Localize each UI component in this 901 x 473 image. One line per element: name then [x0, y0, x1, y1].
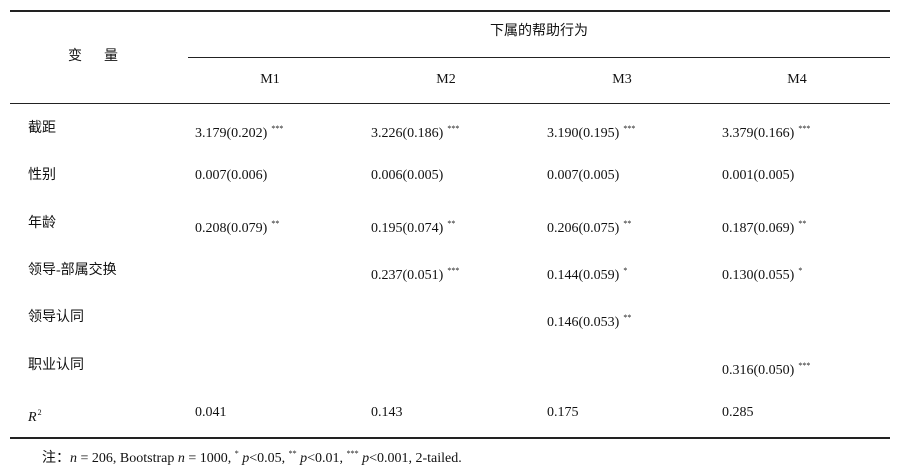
- cell: 0.143: [371, 404, 403, 422]
- cell-stars: **: [447, 218, 456, 228]
- cell-estimate: 0.007(0.005): [547, 168, 620, 184]
- cell: 0.006(0.005): [371, 167, 443, 185]
- cell-estimate: 0.041: [195, 404, 227, 420]
- row-label-text: 性别: [28, 168, 56, 184]
- cell-stars: ***: [798, 124, 811, 133]
- row-label-text: 年龄: [28, 215, 56, 231]
- row-label: 职业认同: [28, 357, 84, 375]
- cell-estimate: 0.130(0.055): [722, 267, 795, 283]
- cell-estimate: 0.285: [722, 404, 754, 420]
- row-label: R2: [28, 404, 42, 427]
- cell-estimate: 0.175: [547, 404, 579, 420]
- cell: 0.175: [547, 404, 579, 422]
- cell: 3.379(0.166) ***: [722, 120, 810, 143]
- row-label: 领导-部属交换: [28, 262, 117, 280]
- cell-stars: **: [271, 218, 280, 228]
- cell: 0.195(0.074) **: [371, 215, 455, 238]
- cell-estimate: 0.006(0.005): [371, 168, 444, 184]
- cell-estimate: 0.144(0.059): [547, 267, 620, 283]
- cell-estimate: 0.316(0.050): [722, 362, 795, 378]
- cell-estimate: 0.146(0.053): [547, 315, 620, 331]
- cell-estimate: 0.187(0.069): [722, 220, 795, 236]
- row-label-text: R: [28, 409, 37, 425]
- cell-stars: ***: [447, 265, 460, 275]
- cell-stars: ***: [798, 360, 811, 370]
- cell-estimate: 3.226(0.186): [371, 126, 444, 141]
- cell: 0.041: [195, 404, 227, 422]
- cell-stars: ***: [623, 124, 636, 133]
- model-header: M2: [436, 72, 456, 87]
- group-rule: [188, 57, 890, 58]
- header-rule: [10, 103, 890, 104]
- cell: 0.001(0.005): [722, 167, 794, 185]
- cell: 0.208(0.079) **: [195, 215, 279, 238]
- cell: 0.206(0.075) **: [547, 215, 631, 238]
- model-header: M1: [260, 72, 280, 87]
- cell-stars: **: [798, 218, 807, 228]
- cell: 3.226(0.186) ***: [371, 120, 459, 143]
- group-header: 下属的帮助行为: [490, 24, 588, 39]
- note: 注：n = 206, Bootstrap n = 1000, * p<0.05,…: [42, 449, 462, 466]
- cell: 0.146(0.053) **: [547, 309, 631, 332]
- cell: 0.187(0.069) **: [722, 215, 806, 238]
- cell-stars: **: [623, 218, 632, 228]
- cell: 0.007(0.005): [547, 167, 619, 185]
- cell-stars: ***: [271, 124, 284, 133]
- cell-estimate: 0.208(0.079): [195, 220, 268, 236]
- cell-estimate: 0.143: [371, 404, 403, 420]
- cell: 3.190(0.195) ***: [547, 120, 635, 143]
- cell: 0.285: [722, 404, 754, 422]
- row-label-sup: 2: [37, 407, 42, 417]
- cell-estimate: 3.379(0.166): [722, 126, 795, 141]
- cell-estimate: 0.195(0.074): [371, 220, 444, 236]
- variable-header: 变量: [68, 49, 140, 64]
- cell: 0.007(0.006): [195, 167, 267, 185]
- cell-stars: **: [623, 313, 632, 323]
- cell: 0.144(0.059) *: [547, 262, 627, 285]
- row-label-text: 领导-部属交换: [28, 262, 117, 278]
- top-rule: [10, 10, 890, 12]
- cell-stars: *: [623, 265, 628, 275]
- cell-estimate: 3.179(0.202): [195, 126, 268, 141]
- model-header: M4: [787, 72, 807, 87]
- cell-stars: ***: [447, 124, 460, 133]
- cell-estimate: 0.007(0.006): [195, 168, 268, 184]
- cell: 3.179(0.202) ***: [195, 120, 283, 143]
- row-label: 领导认同: [28, 309, 84, 327]
- cell-estimate: 0.001(0.005): [722, 168, 795, 184]
- cell: 0.130(0.055) *: [722, 262, 802, 285]
- cell-estimate: 3.190(0.195): [547, 126, 620, 141]
- bottom-rule: [10, 437, 890, 439]
- cell-estimate: 0.237(0.051): [371, 267, 444, 283]
- row-label: 性别: [28, 167, 56, 185]
- model-header: M3: [612, 72, 632, 87]
- row-label: 截距: [28, 120, 56, 138]
- cell: 0.316(0.050) ***: [722, 357, 810, 380]
- row-label-text: 职业认同: [28, 357, 84, 373]
- row-label-text: 领导认同: [28, 310, 84, 326]
- cell: 0.237(0.051) ***: [371, 262, 459, 285]
- cell-estimate: 0.206(0.075): [547, 220, 620, 236]
- row-label-text: 截距: [28, 121, 56, 136]
- cell-stars: *: [798, 265, 803, 275]
- row-label: 年龄: [28, 215, 56, 233]
